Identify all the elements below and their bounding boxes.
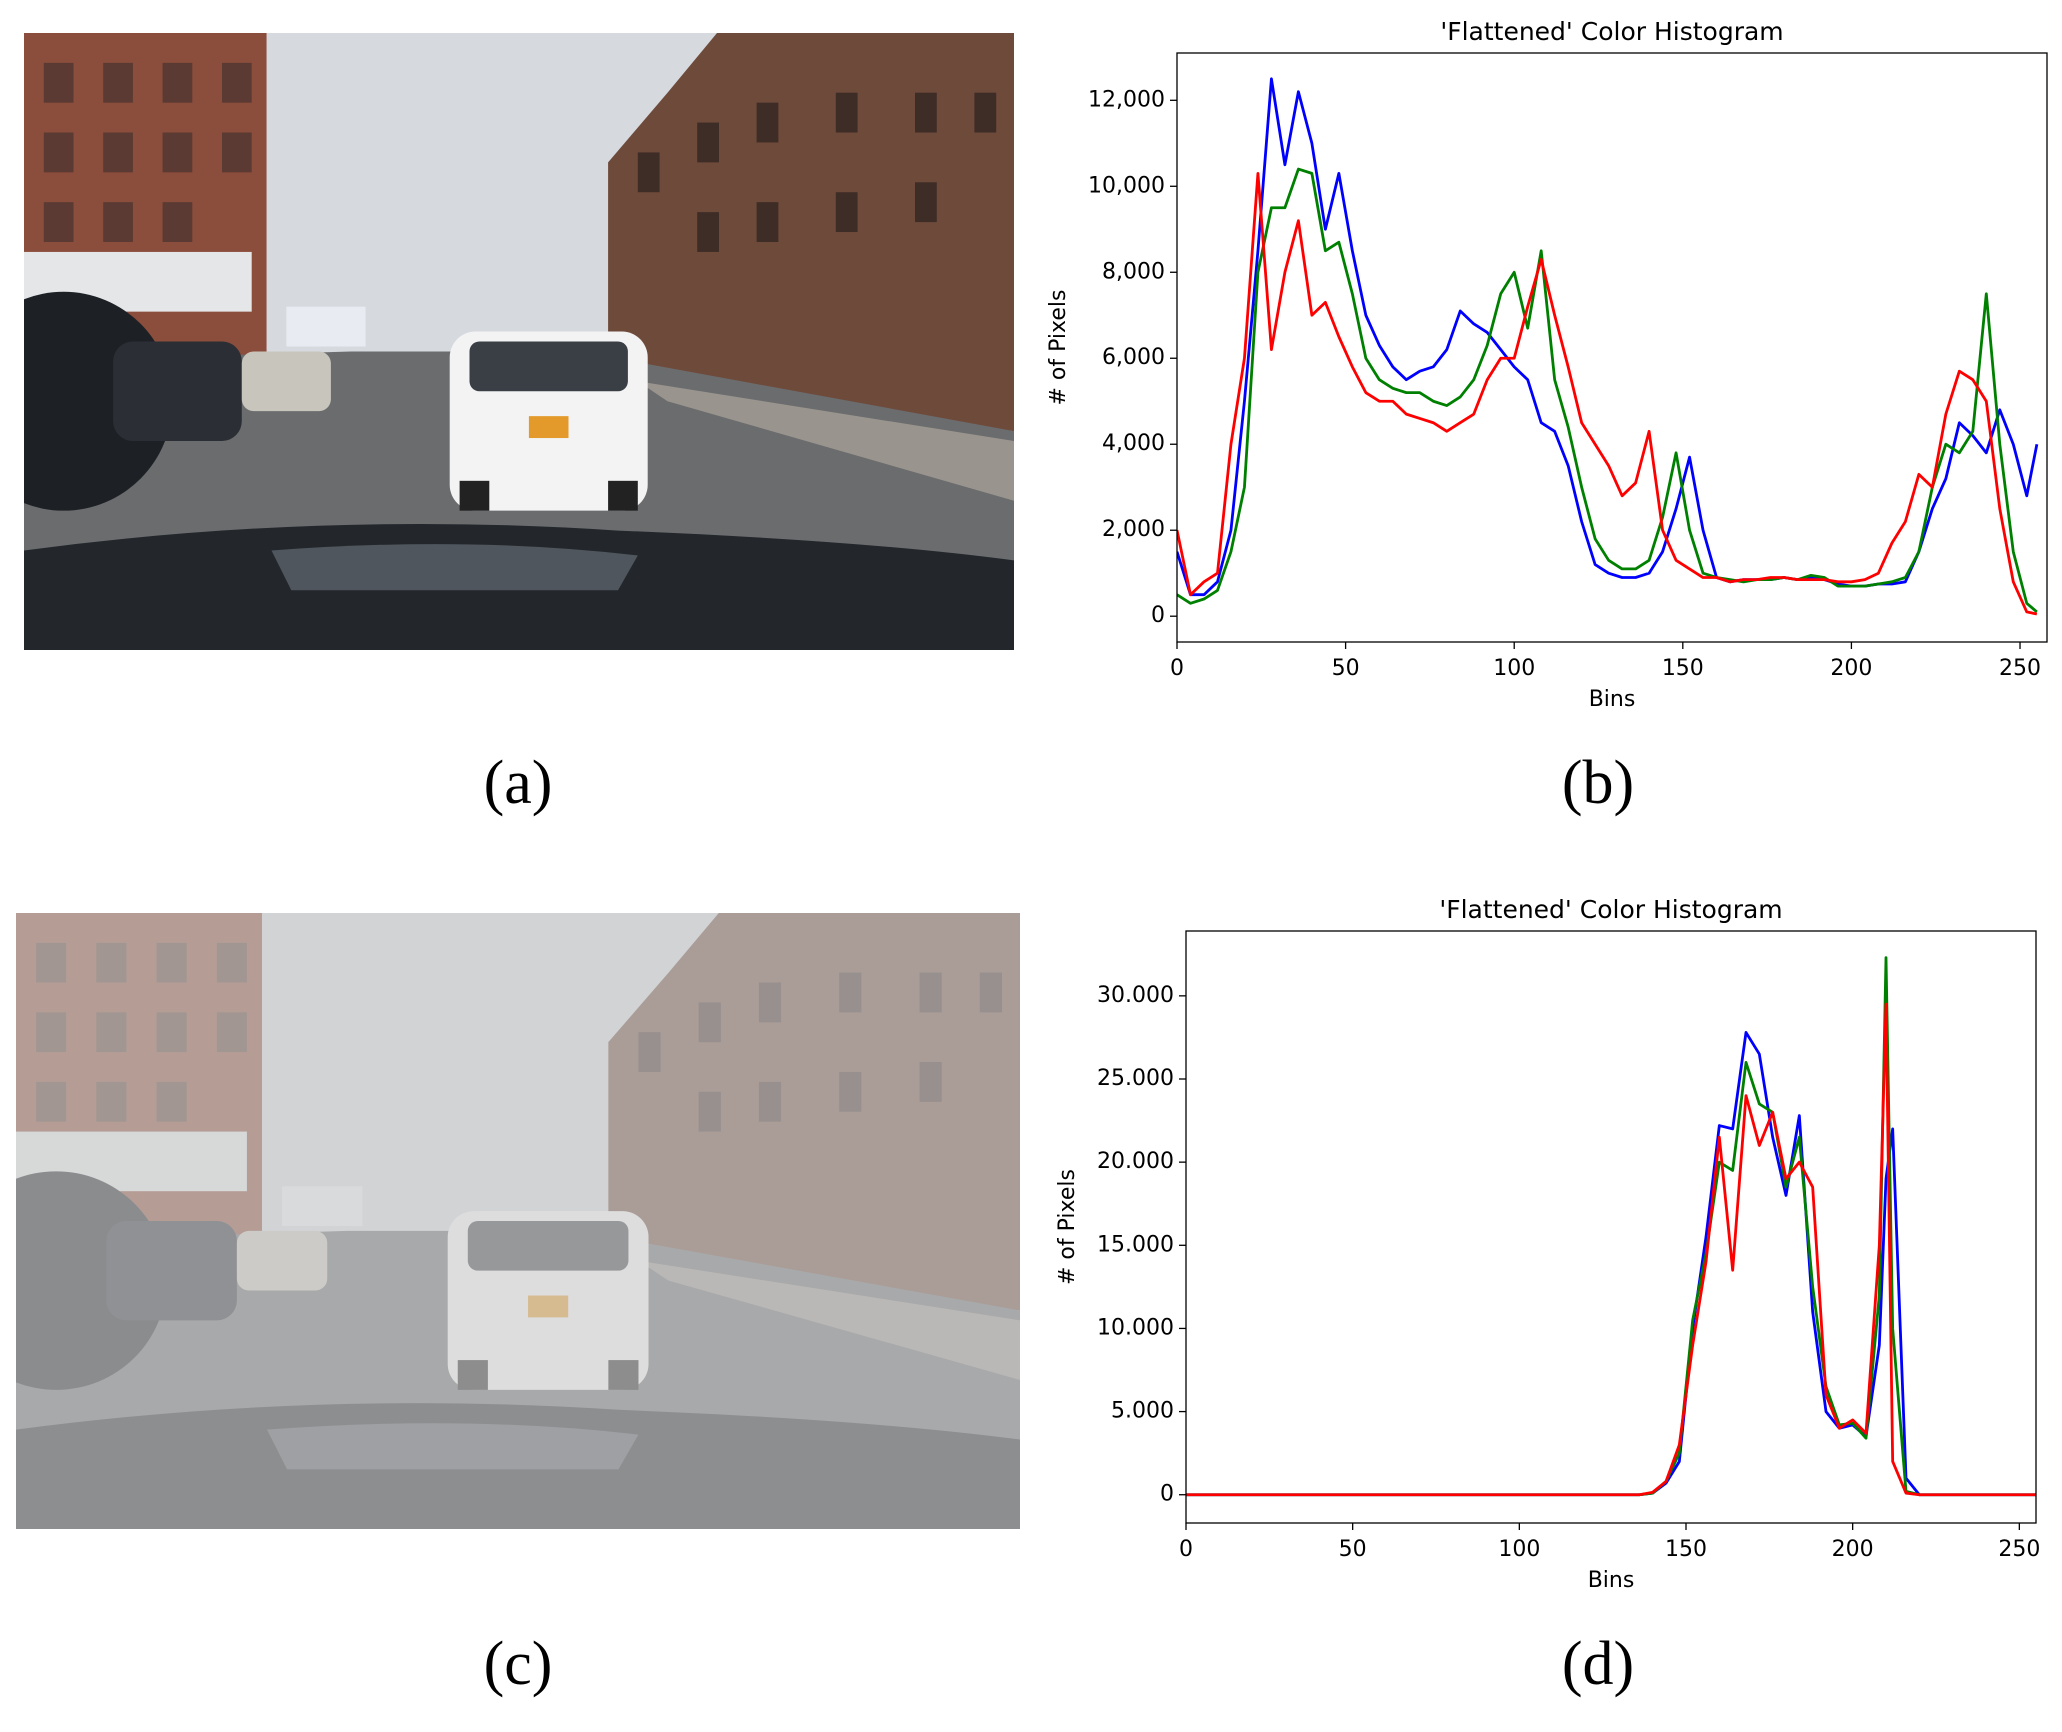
y-tick-label: 8,000 (1102, 259, 1165, 284)
y-axis-label: # of Pixels (1055, 1169, 1080, 1285)
series-line (1177, 77, 2039, 597)
caption: (c) (484, 1630, 553, 1698)
x-tick-label: 50 (1332, 656, 1360, 681)
x-tick-label: 100 (1493, 656, 1535, 681)
chart: 'Flattened' Color Histogram Bins # of Pixe… (1046, 17, 2048, 712)
y-tick-label: 30.000 (1097, 983, 1174, 1008)
caption: (d) (1562, 1630, 1634, 1698)
charts: 'Flattened' Color Histogram Bins # of Pixe… (1046, 17, 2048, 1593)
x-tick-label: 250 (1999, 656, 2041, 681)
y-tick-label: 25.000 (1097, 1066, 1174, 1091)
plot-area (1186, 956, 2036, 1497)
y-tick-label: 5.000 (1111, 1399, 1174, 1424)
chart-title: 'Flattened' Color Histogram (1440, 17, 1783, 46)
x-tick-label: 0 (1170, 656, 1184, 681)
y-tick-label: 0 (1151, 603, 1165, 628)
photo-hazy (16, 913, 1020, 1529)
x-axis-label: Bins (1589, 687, 1636, 712)
x-tick-label: 50 (1339, 1537, 1367, 1562)
series-line (1177, 171, 2038, 616)
series-line (1186, 956, 2036, 1497)
plot-area (1177, 77, 2039, 616)
photo-original (24, 33, 1014, 650)
series-line (1177, 167, 2038, 613)
x-tick-label: 150 (1665, 1537, 1707, 1562)
y-tick-label: 15.000 (1097, 1232, 1174, 1257)
caption: (b) (1562, 749, 1634, 817)
y-tick-label: 6,000 (1102, 345, 1165, 370)
y-tick-label: 10,000 (1088, 173, 1165, 198)
series-line (1186, 1002, 2036, 1497)
y-tick-label: 10.000 (1097, 1315, 1174, 1340)
series-line (1186, 1031, 2036, 1497)
axes-frame (1185, 930, 2037, 1524)
x-axis-label: Bins (1588, 1568, 1635, 1593)
y-tick-label: 4,000 (1102, 431, 1165, 456)
y-tick-label: 2,000 (1102, 517, 1165, 542)
chart: 'Flattened' Color Histogram Bins # of Pixe… (1055, 895, 2040, 1593)
caption: (a) (484, 749, 553, 817)
y-tick-label: 12,000 (1088, 87, 1165, 112)
chart-title: 'Flattened' Color Histogram (1439, 895, 1782, 924)
x-tick-label: 0 (1179, 1537, 1193, 1562)
x-tick-label: 150 (1662, 656, 1704, 681)
x-tick-label: 100 (1498, 1537, 1540, 1562)
x-tick-label: 200 (1832, 1537, 1874, 1562)
x-tick-label: 200 (1830, 656, 1872, 681)
x-tick-label: 250 (1998, 1537, 2040, 1562)
y-tick-label: 0 (1160, 1482, 1174, 1507)
y-tick-label: 20.000 (1097, 1149, 1174, 1174)
y-axis-label: # of Pixels (1046, 290, 1071, 406)
axes-frame (1176, 52, 2048, 643)
